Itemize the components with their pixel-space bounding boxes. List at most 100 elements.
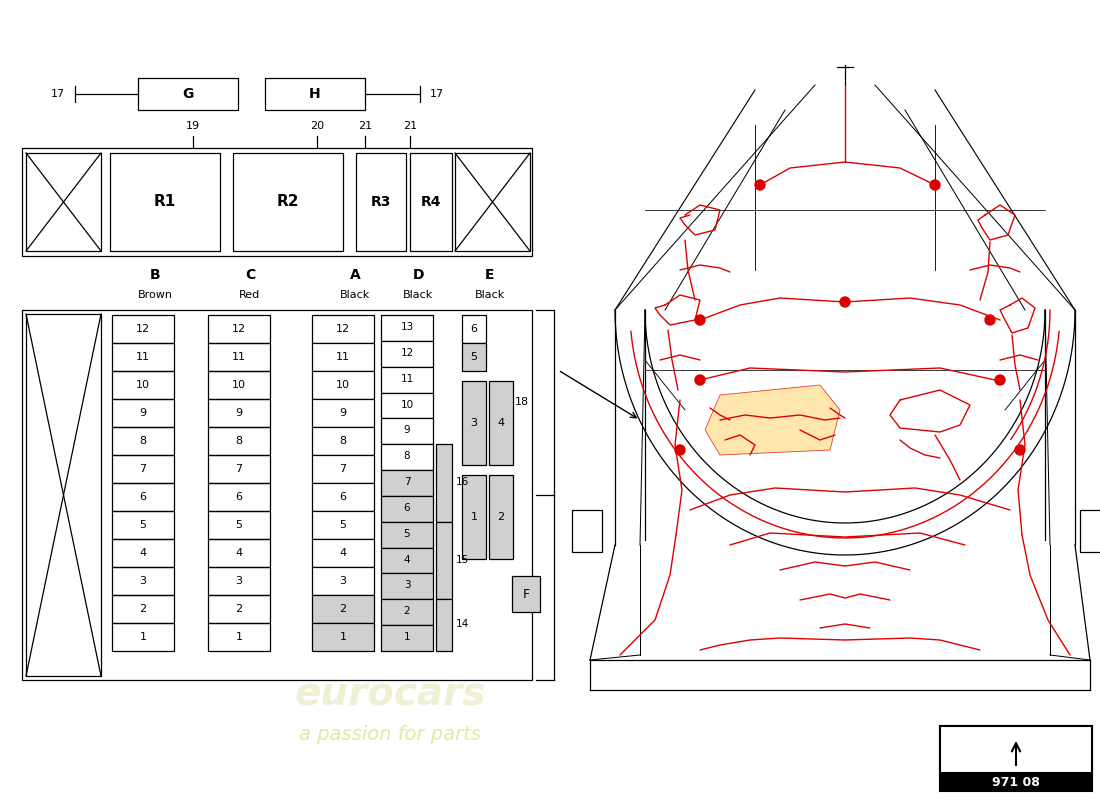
Bar [112, 315, 174, 343]
Text: 7: 7 [340, 464, 346, 474]
Text: 12: 12 [232, 324, 246, 334]
Bar [112, 399, 174, 427]
Text: 11: 11 [400, 374, 414, 384]
Circle shape [755, 180, 764, 190]
Bar [312, 427, 374, 455]
Text: 18: 18 [515, 397, 529, 407]
Circle shape [675, 445, 685, 455]
Text: 17: 17 [430, 89, 444, 99]
Bar [312, 595, 374, 623]
Text: 1: 1 [340, 632, 346, 642]
Bar [208, 539, 270, 567]
Text: 12: 12 [400, 348, 414, 358]
Text: 2: 2 [140, 604, 146, 614]
Bar [112, 567, 174, 595]
Bar [455, 153, 530, 251]
Text: 1: 1 [140, 632, 146, 642]
Bar [490, 475, 513, 559]
Bar [312, 371, 374, 399]
Bar [112, 371, 174, 399]
Polygon shape [705, 385, 840, 455]
Bar [312, 539, 374, 567]
Text: 8: 8 [235, 436, 243, 446]
Text: 8: 8 [404, 451, 410, 462]
Text: 6: 6 [235, 492, 242, 502]
Text: 17: 17 [51, 89, 65, 99]
Text: R1: R1 [154, 194, 176, 210]
Text: 14: 14 [455, 619, 469, 630]
Text: Black: Black [403, 290, 433, 300]
Bar [381, 444, 433, 470]
Text: Brown: Brown [138, 290, 173, 300]
Text: H: H [309, 87, 321, 101]
Text: 2: 2 [235, 604, 243, 614]
Text: 3: 3 [140, 576, 146, 586]
Bar [208, 483, 270, 511]
Text: 5: 5 [340, 520, 346, 530]
Bar [490, 381, 513, 465]
Text: 11: 11 [336, 352, 350, 362]
Text: Black: Black [340, 290, 370, 300]
Text: 4: 4 [235, 548, 243, 558]
Bar [138, 78, 238, 110]
Text: 4: 4 [497, 418, 505, 428]
Circle shape [840, 297, 850, 307]
Text: 3: 3 [404, 581, 410, 590]
Bar [381, 574, 433, 599]
Text: Red: Red [240, 290, 261, 300]
Circle shape [1015, 445, 1025, 455]
Bar [381, 366, 433, 393]
Bar [312, 343, 374, 371]
Text: 9: 9 [404, 426, 410, 435]
Text: 12: 12 [336, 324, 350, 334]
Bar [381, 315, 433, 341]
Text: C: C [245, 268, 255, 282]
Text: 5: 5 [235, 520, 242, 530]
Bar [356, 153, 406, 251]
Bar [208, 511, 270, 539]
Bar [312, 511, 374, 539]
Bar [26, 314, 101, 676]
Text: 7: 7 [404, 477, 410, 487]
Text: 2: 2 [404, 606, 410, 616]
Bar [208, 427, 270, 455]
Text: 2: 2 [340, 604, 346, 614]
Text: 5: 5 [471, 352, 477, 362]
Bar [572, 510, 602, 552]
Bar [208, 399, 270, 427]
Bar [22, 148, 532, 256]
Bar [312, 399, 374, 427]
Text: 1: 1 [235, 632, 242, 642]
Text: 971 08: 971 08 [992, 775, 1040, 789]
Text: 15: 15 [455, 554, 469, 565]
Text: G: G [183, 87, 194, 101]
Bar [940, 726, 1092, 791]
Bar [112, 623, 174, 651]
Text: 6: 6 [404, 503, 410, 513]
Bar [112, 455, 174, 483]
Text: 4: 4 [404, 554, 410, 565]
Bar [381, 599, 433, 625]
Bar [312, 483, 374, 511]
Bar [312, 623, 374, 651]
Text: 10: 10 [400, 399, 414, 410]
Circle shape [695, 375, 705, 385]
Text: 6: 6 [340, 492, 346, 502]
Bar [381, 522, 433, 548]
Text: 6: 6 [140, 492, 146, 502]
Bar [208, 595, 270, 623]
Bar [208, 315, 270, 343]
Text: 10: 10 [232, 380, 246, 390]
Text: 9: 9 [140, 408, 146, 418]
Bar [312, 567, 374, 595]
Bar [512, 576, 540, 612]
Text: 4: 4 [340, 548, 346, 558]
Text: 5: 5 [404, 529, 410, 538]
Bar [112, 427, 174, 455]
Bar [462, 343, 486, 371]
Bar [22, 310, 532, 680]
Bar [381, 548, 433, 574]
Bar [381, 470, 433, 496]
Text: B: B [150, 268, 161, 282]
Bar [112, 595, 174, 623]
